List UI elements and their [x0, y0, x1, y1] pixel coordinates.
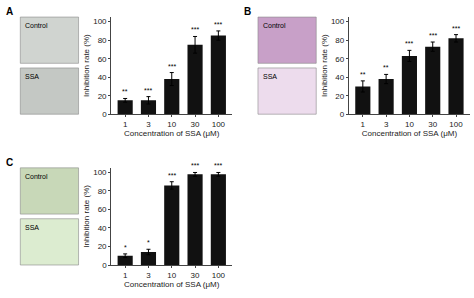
svg-text:60: 60 [98, 205, 107, 214]
svg-text:***: *** [191, 162, 199, 169]
svg-text:1: 1 [123, 271, 128, 280]
svg-text:***: *** [191, 26, 199, 33]
svg-text:Concentration of SSA (μM): Concentration of SSA (μM) [124, 129, 220, 138]
svg-text:Inhibition rate (%): Inhibition rate (%) [320, 34, 329, 97]
svg-text:C: C [6, 157, 13, 168]
svg-text:***: *** [144, 87, 152, 94]
svg-text:3: 3 [146, 120, 151, 129]
svg-text:100: 100 [93, 168, 107, 177]
svg-text:Concentration of SSA (μM): Concentration of SSA (μM) [362, 129, 458, 138]
svg-text:***: *** [452, 25, 460, 32]
svg-text:80: 80 [98, 36, 107, 45]
svg-text:Control: Control [25, 173, 48, 180]
svg-text:***: *** [405, 40, 413, 47]
svg-text:**: ** [122, 88, 128, 95]
svg-text:60: 60 [335, 54, 344, 63]
svg-text:Inhibition rate (%): Inhibition rate (%) [82, 185, 91, 248]
svg-text:100: 100 [212, 120, 226, 129]
svg-text:***: *** [214, 162, 222, 169]
svg-text:SSA: SSA [263, 73, 277, 80]
svg-text:100: 100 [93, 17, 107, 26]
svg-text:100: 100 [212, 271, 226, 280]
svg-text:Control: Control [263, 22, 286, 29]
svg-text:100: 100 [449, 120, 463, 129]
svg-text:0: 0 [102, 261, 107, 270]
svg-text:80: 80 [98, 187, 107, 196]
svg-text:40: 40 [98, 73, 107, 82]
svg-text:***: *** [429, 32, 437, 39]
svg-text:*: * [147, 239, 150, 246]
svg-text:10: 10 [167, 271, 176, 280]
svg-text:0: 0 [102, 110, 107, 119]
svg-text:*: * [124, 244, 127, 251]
svg-text:3: 3 [384, 120, 389, 129]
svg-text:**: ** [360, 71, 366, 78]
svg-text:20: 20 [98, 92, 107, 101]
svg-text:10: 10 [405, 120, 414, 129]
svg-text:1: 1 [361, 120, 366, 129]
svg-text:60: 60 [98, 54, 107, 63]
svg-text:B: B [244, 6, 251, 17]
svg-text:0: 0 [340, 110, 345, 119]
svg-text:20: 20 [335, 92, 344, 101]
svg-text:***: *** [168, 63, 176, 70]
svg-text:***: *** [168, 172, 176, 179]
svg-text:30: 30 [191, 120, 200, 129]
svg-text:40: 40 [98, 224, 107, 233]
svg-text:10: 10 [167, 120, 176, 129]
svg-text:***: *** [214, 21, 222, 28]
svg-text:40: 40 [335, 73, 344, 82]
svg-text:**: ** [383, 64, 389, 71]
svg-text:Inhibition rate (%): Inhibition rate (%) [82, 34, 91, 97]
svg-text:1: 1 [123, 120, 128, 129]
svg-text:80: 80 [335, 36, 344, 45]
svg-text:SSA: SSA [25, 73, 39, 80]
svg-text:3: 3 [146, 271, 151, 280]
svg-text:30: 30 [191, 271, 200, 280]
svg-text:100: 100 [331, 17, 345, 26]
svg-text:A: A [6, 6, 13, 17]
svg-text:SSA: SSA [25, 224, 39, 231]
svg-text:30: 30 [428, 120, 437, 129]
svg-text:Concentration of SSA (μM): Concentration of SSA (μM) [124, 280, 220, 289]
svg-text:20: 20 [98, 242, 107, 251]
svg-text:Control: Control [25, 22, 48, 29]
